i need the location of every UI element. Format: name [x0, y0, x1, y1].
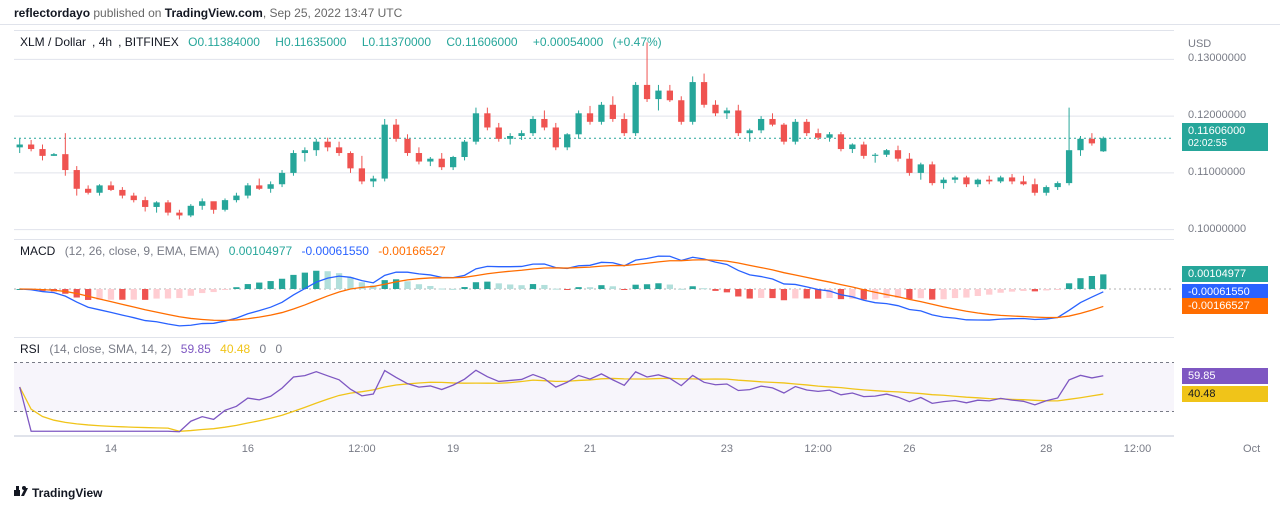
rsi-badge: 40.48 [1182, 386, 1268, 402]
rsi-badge: 59.85 [1182, 368, 1268, 384]
macd-badge: -0.00061550 [1182, 284, 1268, 300]
time-tick: 21 [584, 443, 596, 455]
rsi-chart [14, 338, 1174, 436]
y-axis-currency: USD [1188, 38, 1211, 50]
macd-badge: -0.00166527 [1182, 298, 1268, 314]
time-tick: 28 [1040, 443, 1052, 455]
time-tick: 12:00 [1124, 443, 1152, 455]
brand-footer: TradingView [14, 486, 102, 500]
publish-info: reflectordayo published on TradingView.c… [14, 6, 402, 20]
time-tick: 16 [242, 443, 254, 455]
price-ytick: 0.11000000 [1188, 166, 1245, 178]
price-last-badge: 0.1160600002:02:55 [1182, 123, 1268, 151]
price-pane[interactable]: XLM / Dollar, 4h, BITFINEX O0.11384000 H… [14, 30, 1174, 240]
time-axis: 141612:0019212312:00262812:00Oct [14, 436, 1174, 462]
time-tick: 14 [105, 443, 117, 455]
time-tick: Oct [1243, 443, 1260, 455]
time-tick: 26 [903, 443, 915, 455]
time-tick: 23 [721, 443, 733, 455]
price-ytick: 0.13000000 [1188, 52, 1246, 64]
macd-chart [14, 240, 1174, 338]
time-tick: 19 [447, 443, 459, 455]
macd-badge: 0.00104977 [1182, 266, 1268, 282]
time-tick: 12:00 [804, 443, 832, 455]
price-ytick: 0.10000000 [1188, 223, 1246, 235]
chart-area: XLM / Dollar, 4h, BITFINEX O0.11384000 H… [14, 30, 1174, 462]
candlestick-chart [14, 31, 1174, 241]
price-ytick: 0.12000000 [1188, 109, 1246, 121]
time-tick: 12:00 [348, 443, 376, 455]
rsi-pane[interactable]: RSI (14, close, SMA, 14, 2) 59.85 40.48 … [14, 338, 1174, 436]
y-axis-area: USD 0.13000000 0.12000000 0.11000000 0.1000… [1182, 30, 1280, 436]
tradingview-icon [14, 486, 28, 500]
macd-pane[interactable]: MACD (12, 26, close, 9, EMA, EMA) 0.0010… [14, 240, 1174, 338]
